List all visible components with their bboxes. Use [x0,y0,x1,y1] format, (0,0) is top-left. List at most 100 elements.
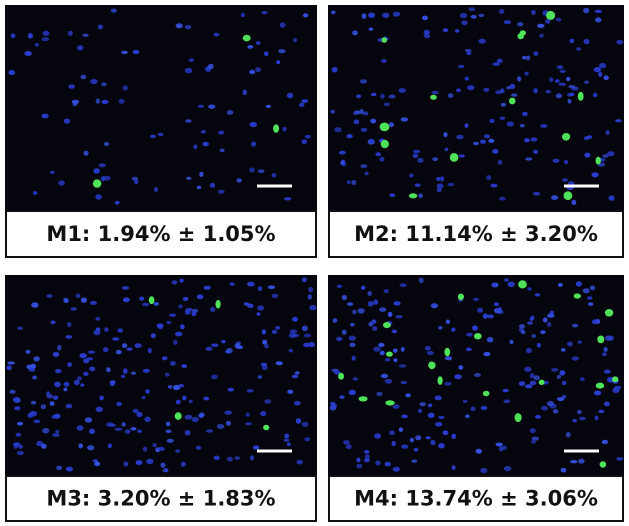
nucleus [471,15,477,19]
nucleus [367,291,372,296]
nucleus [534,375,540,380]
nucleus [112,337,119,340]
nucleus [88,351,95,354]
nucleus [304,437,310,441]
nucleus [352,30,358,35]
nucleus [388,95,395,99]
positive-cell [149,296,155,304]
nucleus [199,172,204,177]
nucleus [503,399,510,403]
nucleus [276,361,283,365]
nucleus [175,449,180,453]
nucleus [415,183,421,187]
nucleus [342,330,347,335]
nucleus [210,183,215,188]
nucleus [576,47,581,50]
nucleus [503,389,509,393]
nucleus [142,303,149,307]
nucleus [558,283,563,287]
nucleus [189,400,193,403]
positive-cell [612,376,618,382]
nucleus [356,94,361,98]
nucleus [115,201,120,205]
nucleus [51,321,56,325]
nucleus [77,45,83,50]
nucleus [371,93,377,96]
nucleus [401,415,408,419]
nucleus [192,417,199,422]
nucleus [401,347,405,352]
nucleus [337,285,343,288]
nucleus [280,22,286,27]
nucleus [6,365,11,370]
positive-cell [450,153,459,162]
nucleus [349,343,355,347]
nucleus [305,135,311,139]
nucleus [409,173,413,177]
nucleus [266,105,271,108]
nucleus [365,172,369,176]
nucleus [393,467,400,472]
panel-label: M2: 11.14% ± 3.20% [354,222,598,246]
positive-cell [518,280,527,288]
nucleus [480,468,487,473]
nucleus [373,347,381,352]
nucleus [380,94,385,99]
nucleus [448,93,454,98]
nucleus [308,287,313,292]
nucleus [486,175,491,180]
nucleus [527,287,531,290]
nucleus [415,435,421,440]
nucleus [609,195,615,200]
nucleus [296,418,301,424]
nucleus [487,314,493,318]
nucleus [484,134,490,138]
nucleus [227,457,233,462]
nucleus [250,455,254,460]
nucleus [430,440,435,445]
nucleus [572,200,577,205]
nucleus [481,406,488,410]
nucleus [50,171,55,174]
nucleus [243,90,247,96]
nucleus [356,464,362,469]
positive-cell [216,300,221,309]
nucleus [477,308,483,313]
nucleus [540,330,545,334]
nucleus [185,119,191,122]
nucleus [418,194,422,199]
nucleus [104,327,108,332]
nucleus [111,9,117,13]
nucleus [81,75,87,79]
nucleus [578,459,584,464]
nucleus [77,425,84,430]
nucleus [547,401,554,406]
nucleus [519,381,525,386]
nucleus [346,444,352,449]
nucleus [577,410,582,414]
nucleus [150,135,156,138]
nucleus [206,429,213,433]
nucleus [217,424,225,429]
nucleus [382,13,389,18]
nucleus [71,307,77,310]
nucleus [253,445,259,449]
positive-cell [444,348,450,357]
nucleus [545,19,550,24]
nucleus [562,395,567,399]
nucleus [504,20,511,24]
nucleus [154,302,160,306]
nucleus [170,361,176,366]
nucleus [399,88,406,93]
nucleus [606,130,610,135]
nucleus [436,177,440,181]
nucleus [579,417,586,421]
nucleus [445,356,452,360]
nucleus [123,297,130,302]
nucleus [567,93,572,97]
nucleus [99,163,106,167]
nucleus [443,430,449,435]
nucleus [584,153,590,158]
nucleus [602,352,606,356]
nucleus [93,330,100,336]
